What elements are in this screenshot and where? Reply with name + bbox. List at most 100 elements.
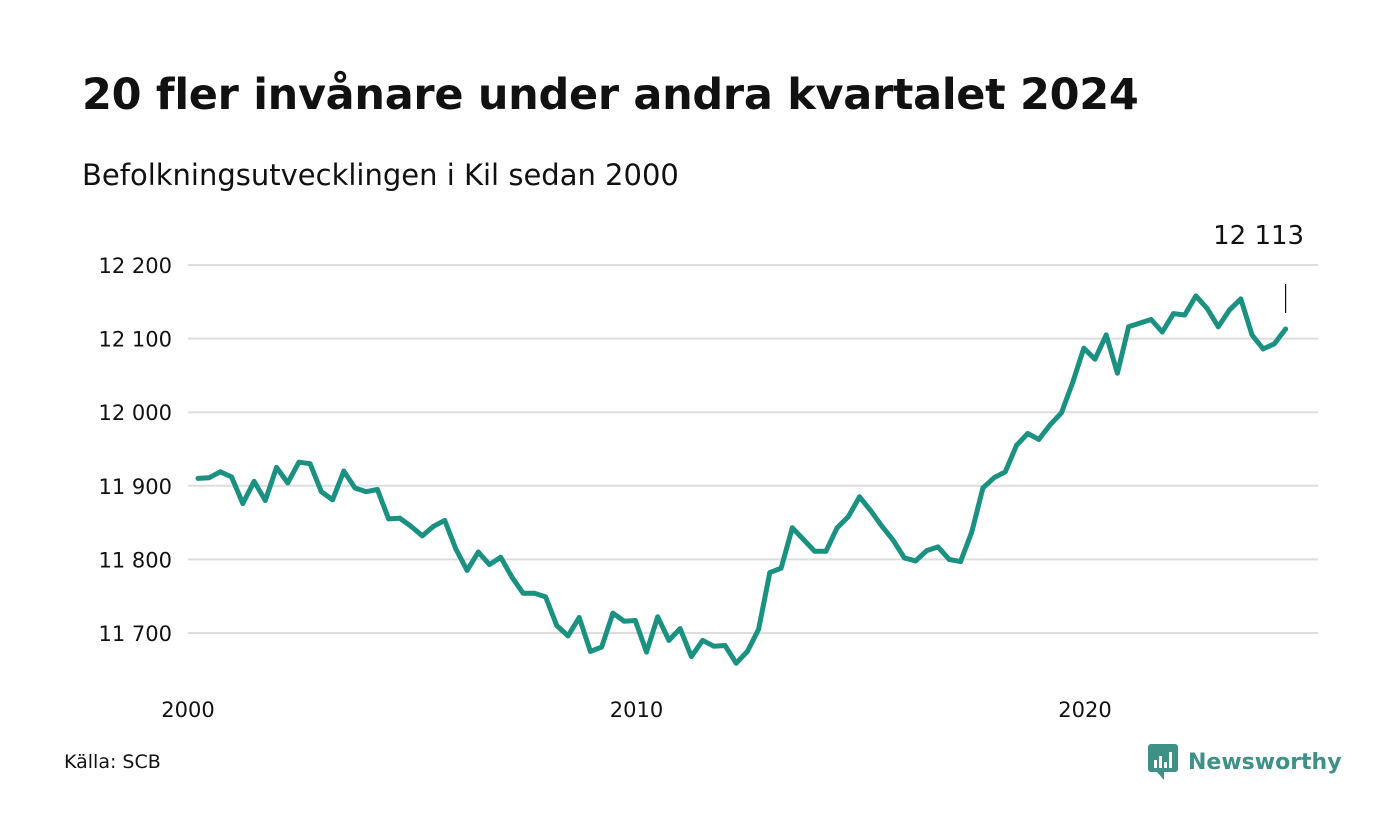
data-point	[419, 533, 425, 539]
data-point	[1283, 326, 1288, 332]
data-point	[1025, 431, 1031, 436]
data-point	[812, 548, 818, 554]
y-axis-tick-labels: 11 700 11 800 11 900 12 000 12 100 12 200	[99, 254, 172, 646]
data-point	[274, 465, 279, 470]
last-value-label: 12 113	[1213, 221, 1304, 251]
data-point	[565, 633, 571, 639]
data-point	[958, 559, 963, 564]
source-note: Källa: SCB	[64, 751, 161, 773]
data-point	[1036, 437, 1042, 442]
y-tick-label: 12 200	[99, 254, 172, 278]
data-point	[1092, 356, 1098, 362]
data-point	[554, 623, 560, 628]
data-point	[1215, 324, 1221, 330]
data-point	[823, 548, 829, 554]
data-point	[397, 515, 403, 521]
brand-name: Newsworthy	[1188, 749, 1342, 775]
data-point	[610, 610, 616, 616]
data-point	[1272, 341, 1277, 347]
data-point	[845, 514, 851, 520]
data-point	[296, 459, 302, 465]
data-point	[240, 501, 246, 506]
data-point	[868, 508, 874, 514]
data-point	[890, 537, 896, 543]
data-point	[431, 523, 436, 529]
data-point	[1014, 442, 1019, 448]
population-series-line	[195, 293, 1289, 666]
y-tick-label: 11 700	[99, 622, 172, 646]
data-point	[218, 469, 223, 475]
data-point	[453, 546, 459, 552]
data-point	[801, 537, 806, 542]
data-point	[935, 544, 941, 550]
data-point	[711, 643, 717, 649]
series-points	[195, 293, 1288, 666]
data-point	[1260, 346, 1266, 352]
data-point	[520, 590, 526, 596]
data-point	[1115, 370, 1120, 376]
data-point	[733, 660, 739, 666]
data-point	[475, 549, 481, 555]
data-point	[375, 487, 380, 492]
data-point	[464, 568, 470, 573]
data-point	[307, 461, 313, 467]
data-point	[1238, 296, 1244, 302]
data-point	[789, 525, 795, 531]
data-point	[251, 479, 257, 484]
data-point	[857, 494, 862, 500]
data-point	[621, 618, 627, 624]
data-point	[1103, 332, 1109, 338]
data-point	[1193, 293, 1199, 299]
data-point	[980, 485, 986, 491]
data-point	[408, 523, 414, 529]
data-point	[195, 476, 201, 481]
data-point	[834, 525, 840, 531]
data-point	[532, 590, 537, 596]
data-point	[1148, 317, 1154, 322]
x-tick-label: 2010	[610, 698, 663, 722]
data-point	[655, 614, 661, 620]
data-point	[913, 558, 918, 564]
data-point	[1171, 311, 1176, 316]
data-point	[1159, 329, 1165, 335]
data-point	[969, 529, 975, 535]
data-point	[352, 485, 358, 491]
data-point	[363, 489, 369, 495]
data-point	[1249, 332, 1255, 338]
data-point	[341, 468, 347, 474]
data-point	[599, 644, 605, 650]
data-point	[1002, 469, 1008, 475]
data-point	[924, 548, 930, 553]
data-point	[767, 570, 773, 575]
y-tick-label: 11 800	[99, 548, 172, 572]
data-point	[632, 618, 638, 623]
data-point	[285, 480, 291, 486]
data-point	[442, 518, 448, 523]
data-point	[1081, 345, 1087, 351]
data-point	[487, 562, 492, 567]
data-point	[1126, 324, 1131, 330]
x-tick-label: 2000	[161, 698, 214, 722]
data-point	[386, 516, 391, 522]
data-point	[677, 626, 683, 631]
data-point	[902, 555, 907, 561]
data-point	[1059, 410, 1064, 416]
newsworthy-logo-icon	[1148, 744, 1178, 780]
data-point	[946, 557, 952, 562]
data-point	[756, 626, 761, 632]
x-tick-label: 2020	[1058, 698, 1111, 722]
grid-lines	[188, 264, 1318, 634]
chart-subtitle: Befolkningsutvecklingen i Kil sedan 2000	[82, 158, 679, 192]
data-point	[262, 498, 268, 503]
data-point	[666, 638, 672, 643]
chart-title: 20 fler invånare under andra kvartalet 2…	[82, 70, 1139, 120]
data-point	[498, 554, 504, 560]
data-point	[206, 475, 212, 481]
data-point	[689, 654, 694, 659]
data-point	[879, 523, 885, 529]
y-tick-label: 11 900	[99, 475, 172, 499]
data-point	[991, 475, 997, 481]
data-point	[229, 474, 235, 480]
brand-logo: Newsworthy	[1148, 744, 1342, 780]
